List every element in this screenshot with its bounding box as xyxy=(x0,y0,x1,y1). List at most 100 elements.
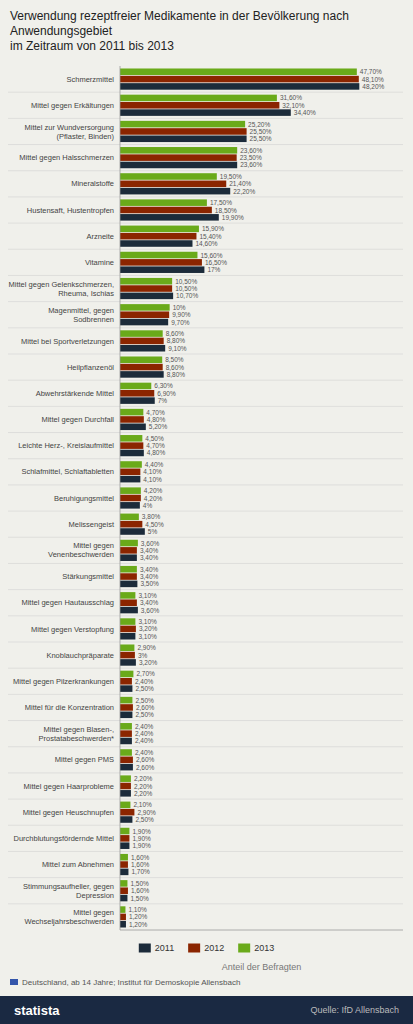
data-label: 25,20% xyxy=(248,121,270,128)
bar xyxy=(120,285,172,292)
data-label: 19,50% xyxy=(220,173,242,180)
bar xyxy=(120,83,359,90)
category-label-line: Melissengeist xyxy=(69,520,115,529)
data-label: 16,50% xyxy=(205,259,227,266)
category-label: Mittel bei Sportverletzungen xyxy=(21,337,114,346)
category-label: Knoblauchpräparate xyxy=(46,651,114,660)
category-label: Stärkungsmittel xyxy=(62,572,114,581)
group-separator xyxy=(8,851,403,852)
data-label: 9,90% xyxy=(172,311,191,318)
category-label-line: Sodbrennen xyxy=(73,315,114,324)
bar xyxy=(120,554,137,561)
bar xyxy=(120,338,164,345)
bar xyxy=(120,704,133,711)
category-label: Schlafmittel, Schlaftabletten xyxy=(21,467,114,476)
group-separator xyxy=(8,406,403,407)
category-label: Durchblutungsfördernde Mittel xyxy=(14,834,115,843)
bar xyxy=(120,199,207,206)
data-label: 6,30% xyxy=(154,382,173,389)
data-label: 2,50% xyxy=(135,711,154,718)
data-label: 22,20% xyxy=(233,188,255,195)
category-label: Schmerzmittel xyxy=(66,75,114,84)
data-label: 3,80% xyxy=(142,513,161,520)
category-label: Mineralstoffe xyxy=(71,179,114,188)
category-label-line: Leichte Herz-, Kreislaufmittel xyxy=(18,441,114,450)
data-label: 2,20% xyxy=(134,775,153,782)
group-separator xyxy=(8,903,403,904)
category-label-line: Beruhigungsmittel xyxy=(54,494,114,503)
bar xyxy=(120,76,359,83)
group-separator xyxy=(8,275,403,276)
data-label: 1,90% xyxy=(132,828,151,835)
category-label: Mittel gegen Haarprobleme xyxy=(24,782,114,791)
category-label-line: Mittel zum Abnehmen xyxy=(42,860,114,869)
data-label: 15,90% xyxy=(202,225,224,232)
bar xyxy=(120,514,139,521)
group-separator xyxy=(8,877,403,878)
data-label: 25,50% xyxy=(250,135,272,142)
bar xyxy=(120,783,131,790)
legend-swatch xyxy=(238,944,250,953)
data-label: 4% xyxy=(143,502,153,509)
category-label: Mittel gegen Erkältungen xyxy=(31,101,114,110)
category-label: Stimmungsaufheller, gegenDepression xyxy=(23,882,114,900)
data-label: 4,70% xyxy=(146,442,165,449)
legend-label: 2013 xyxy=(254,943,274,953)
bar xyxy=(120,502,140,509)
data-label: 8,60% xyxy=(166,330,185,337)
bar xyxy=(120,469,140,476)
category-label-line: Mittel gegen Blasen-, xyxy=(44,725,114,734)
category-label-line: Arzneite xyxy=(86,232,114,241)
bar xyxy=(120,547,137,554)
category-label: Abwehrstärkende Mittel xyxy=(36,389,115,398)
bar xyxy=(120,330,163,337)
bar xyxy=(120,633,135,640)
data-label: 4,50% xyxy=(145,435,164,442)
data-label: 4,80% xyxy=(147,416,166,423)
category-label-line: Mittel gegen Heuschnupfen xyxy=(23,808,114,817)
category-label-line: Mittel zur Wundversorgung xyxy=(25,123,114,132)
category-label: Mittel gegen PMS xyxy=(55,755,114,764)
category-label-line: Mittel gegen Gelenkschmerzen, xyxy=(9,280,114,289)
category-label-line: Mittel gegen xyxy=(73,908,114,917)
data-label: 1,50% xyxy=(130,895,149,902)
bar xyxy=(120,188,230,195)
data-label: 34,40% xyxy=(294,109,316,116)
data-label: 2,50% xyxy=(135,697,154,704)
group-separator xyxy=(8,799,403,800)
bar xyxy=(120,259,202,266)
category-label: Mittel gegen Blasen-,Prostatabeschwerden… xyxy=(39,725,115,743)
category-label: Vitamine xyxy=(85,258,114,267)
data-label: 3,60% xyxy=(141,540,160,547)
bar xyxy=(120,319,168,326)
bar xyxy=(120,476,140,483)
data-label: 48,20% xyxy=(362,83,384,90)
group-separator xyxy=(8,432,403,433)
data-label: 2,50% xyxy=(135,685,154,692)
legend-label: 2011 xyxy=(155,943,174,953)
category-label: Beruhigungsmittel xyxy=(54,494,114,503)
bar xyxy=(120,383,151,390)
category-label: Mittel gegen Durchfall xyxy=(41,415,114,424)
group-separator xyxy=(8,511,403,512)
category-label-line: Mittel gegen Haarprobleme xyxy=(24,782,114,791)
data-label: 2,60% xyxy=(136,764,155,771)
category-label: Hustensaft, Hustentropfen xyxy=(27,206,114,215)
category-label-line: Mittel gegen Pilzerkrankungen xyxy=(13,677,114,686)
bar xyxy=(120,435,142,442)
data-label: 47,70% xyxy=(360,68,382,75)
category-label-line: Mittel gegen Erkältungen xyxy=(31,101,114,110)
group-separator xyxy=(8,642,403,643)
data-label: 1,60% xyxy=(131,861,150,868)
bar xyxy=(120,566,137,573)
bar xyxy=(120,659,136,666)
category-label-line: Stärkungsmittel xyxy=(62,572,114,581)
category-label: Mittel gegen Halsschmerzen xyxy=(19,153,114,162)
bar xyxy=(120,226,199,233)
source: Quelle: IfD Allensbach xyxy=(310,1005,399,1015)
category-label: Mittel gegen Verstopfung xyxy=(31,625,114,634)
data-label: 2,60% xyxy=(136,756,155,763)
data-label: 3,10% xyxy=(138,592,157,599)
group-separator xyxy=(8,380,403,381)
data-label: 2,60% xyxy=(136,704,155,711)
